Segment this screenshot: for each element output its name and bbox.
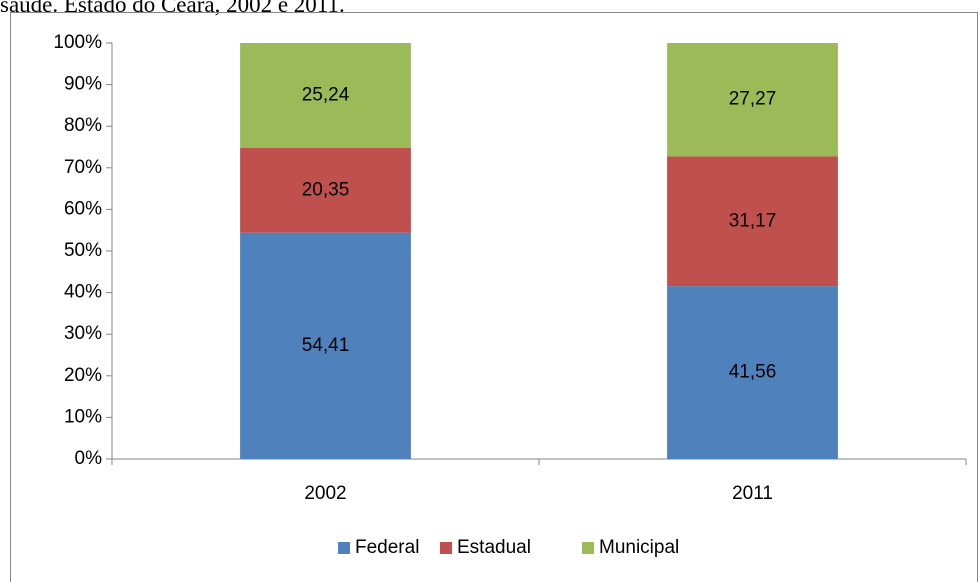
bar-segment (667, 156, 838, 287)
data-label: 25,24 (302, 85, 350, 106)
legend-label: Federal (355, 537, 419, 558)
chart-border (10, 12, 978, 582)
y-tick-label: 10% (64, 406, 102, 427)
chart-title: saúde. Estado do Ceará, 2002 e 2011. (0, 0, 345, 17)
data-label: 31,17 (729, 210, 777, 231)
x-tick-label: 2011 (732, 483, 773, 504)
bar-segment (667, 286, 838, 459)
data-label: 41,56 (729, 362, 777, 383)
y-tick-label: 40% (64, 282, 102, 303)
bar-segment (667, 43, 838, 157)
legend-label: Estadual (457, 537, 531, 558)
y-tick-label: 0% (75, 448, 103, 469)
y-tick-label: 30% (64, 323, 102, 344)
data-label: 27,27 (729, 89, 777, 110)
y-tick-label: 90% (64, 74, 102, 95)
legend-swatch (338, 542, 350, 554)
y-tick-label: 70% (64, 157, 102, 178)
y-tick-label: 60% (64, 198, 102, 219)
bar-segment (240, 232, 411, 459)
data-label: 20,35 (302, 179, 350, 200)
data-label: 54,41 (302, 335, 350, 356)
y-tick-label: 20% (64, 365, 102, 386)
y-tick-label: 80% (64, 115, 102, 136)
y-tick-label: 100% (53, 32, 102, 53)
x-tick-label: 2002 (304, 483, 346, 504)
legend-swatch (440, 542, 452, 554)
bar-segment (240, 43, 411, 148)
legend-label: Municipal (599, 537, 679, 558)
bar-segment (240, 147, 411, 233)
legend-swatch (582, 542, 594, 554)
y-tick-label: 50% (64, 240, 102, 261)
